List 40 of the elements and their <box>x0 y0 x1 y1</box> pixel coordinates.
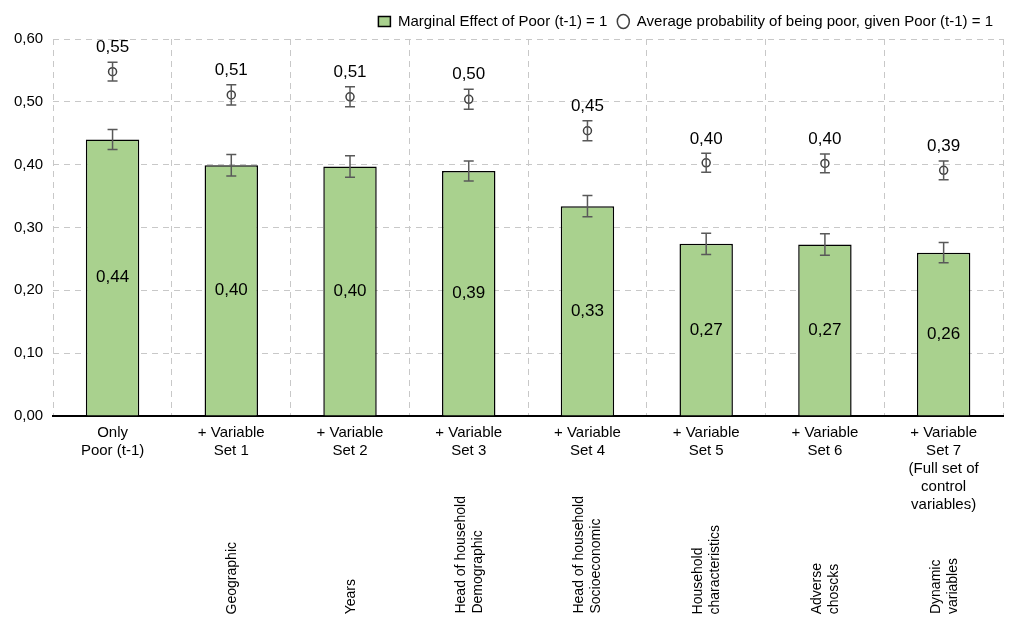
y-tick-label: 0,30 <box>13 217 44 235</box>
y-tick-label: 0,10 <box>13 343 44 361</box>
data-label: 0,39 <box>452 283 486 303</box>
x-tick-label: + Variable Set 1 <box>197 423 265 459</box>
text: Head of household Socioeconomic <box>570 496 605 614</box>
data-label: 0,44 <box>96 267 130 287</box>
x-tick-label: + Variable Set 2 <box>316 423 384 459</box>
data-label: 0,26 <box>927 324 961 343</box>
x-tick-label: + Variable Set 5 <box>672 423 740 459</box>
legend-label: Average probability of being poor, given Poor (t-1) = 1 <box>636 11 994 29</box>
data-label: 0,40 <box>808 129 842 149</box>
text: Geographic <box>222 541 240 614</box>
legend-label: Marginal Effect of Poor (t-1) = 1 <box>397 11 608 29</box>
data-label: 0,39 <box>927 136 961 156</box>
data-label: 0,40 <box>689 128 723 148</box>
data-label: 0,51 <box>333 61 367 81</box>
x-tick-label: + Variable Set 6 <box>791 423 859 459</box>
text: Years <box>341 578 359 614</box>
data-label: 0,27 <box>689 319 723 339</box>
data-label: 0,51 <box>214 60 248 80</box>
data-label: 0,27 <box>808 319 842 339</box>
text: Household characteristics <box>689 524 724 614</box>
data-label: 0,45 <box>570 95 605 115</box>
data-label: 0,50 <box>452 64 486 84</box>
y-tick-label: 0,40 <box>13 154 44 172</box>
data-label: 0,33 <box>570 300 605 320</box>
x-tick-label: + Variable Set 7 (Full set of control variables) <box>908 423 980 513</box>
y-tick-label: 0,50 <box>13 91 44 109</box>
x-tick-label: + Variable Set 3 <box>435 423 503 459</box>
y-tick-label: 0,20 <box>13 280 44 298</box>
data-label: 0,55 <box>96 37 130 57</box>
data-label: 0,40 <box>214 280 248 300</box>
x-tick-label: Only Poor (t-1) <box>80 423 145 459</box>
x-tick-label: + Variable Set 4 <box>554 423 621 459</box>
data-label: 0,40 <box>333 280 367 300</box>
text: Dynamic variables <box>926 557 961 614</box>
text: Adverse choscks <box>807 562 842 614</box>
y-tick-label: 0,60 <box>13 29 44 47</box>
y-tick-label: 0,00 <box>13 406 44 424</box>
text: Head of household Demographic <box>451 496 486 614</box>
